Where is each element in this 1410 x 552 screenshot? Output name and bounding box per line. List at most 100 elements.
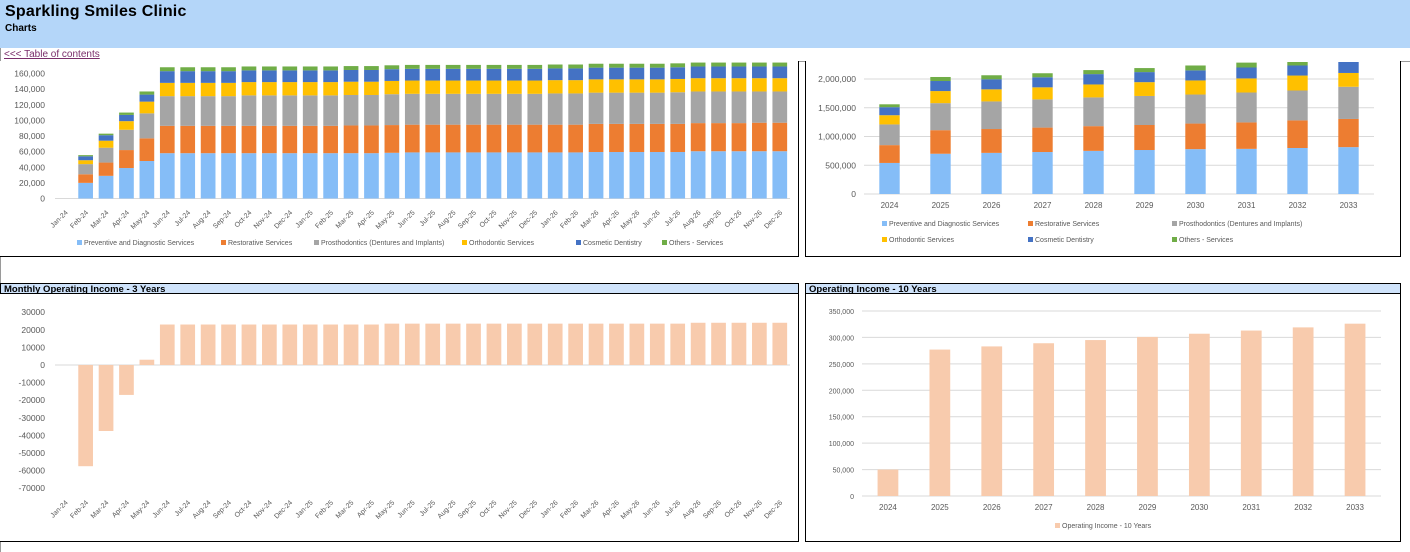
- x-tick-label: 2031: [1242, 503, 1260, 512]
- bar-cosmetic-dentistry: [262, 70, 277, 83]
- bar-orthodontic-services: [323, 82, 338, 96]
- x-tick-label: Apr-25: [356, 209, 376, 229]
- bar-orthodontic-services: [1338, 72, 1359, 87]
- x-tick-label: Apr-26: [601, 499, 621, 519]
- bar-prosthodontics-dentures-and-implants: [879, 124, 900, 146]
- bar-preventive-and-diagnostic-services: [78, 182, 93, 199]
- y-tick-label: -20000: [19, 395, 46, 405]
- bar-operating-income: [241, 324, 257, 365]
- x-tick-label: Nov-25: [498, 209, 519, 230]
- bar-preventive-and-diagnostic-services: [466, 152, 481, 199]
- x-tick-label: Jun-26: [642, 209, 662, 229]
- x-tick-label: Nov-26: [743, 209, 764, 230]
- y-tick-label: 140,000: [14, 84, 45, 94]
- monthly-operating-income-chart-panel[interactable]: -70000 -60000 -50000 -40000 -30000 -20000 -100…: [0, 294, 799, 542]
- bar-restorative-services: [1134, 125, 1155, 151]
- bar-orthodontic-services: [527, 80, 543, 94]
- bar-preventive-and-diagnostic-services: [507, 152, 522, 199]
- bar-others-services: [690, 62, 706, 67]
- bar-restorative-services: [711, 123, 726, 152]
- monthly-revenue-chart-panel[interactable]: 0 20,000 40,000 60,000 80,000 100,000 120,000 1…: [0, 61, 799, 257]
- bar-orthodontic-services: [425, 80, 441, 94]
- y-tick-label: -70000: [19, 483, 46, 493]
- bar-others-services: [159, 67, 175, 72]
- x-tick-label: Mar-26: [580, 499, 601, 520]
- bar-prosthodontics-dentures-and-implants: [262, 95, 277, 126]
- bar-others-services: [119, 112, 134, 115]
- bar-others-services: [323, 66, 338, 71]
- x-tick-label: Mar-26: [580, 209, 601, 230]
- bar-others-services: [302, 66, 318, 71]
- legend-label-prosthodontics-dentures-and-implants: Prosthodontics (Dentures and Implants): [321, 240, 444, 247]
- bar-preventive-and-diagnostic-services: [690, 151, 706, 199]
- bar-prosthodontics-dentures-and-implants: [731, 91, 747, 124]
- bar-prosthodontics-dentures-and-implants: [282, 95, 298, 126]
- x-tick-label: Sep-25: [457, 499, 478, 520]
- bar-orthodontic-services: [879, 115, 900, 125]
- x-tick-label: Aug-25: [437, 499, 458, 520]
- bar-others-services: [507, 64, 522, 69]
- bar-orthodontic-services: [1287, 75, 1308, 91]
- bar-others-services: [547, 64, 563, 69]
- bar-prosthodontics-dentures-and-implants: [384, 94, 400, 126]
- yearly-operating-income-title: Operating Income - 10 Years: [805, 283, 1401, 295]
- yearly-operating-income-chart-panel[interactable]: 0 50,000 100,000 150,000 200,000 250,000 300,0…: [805, 294, 1401, 542]
- bar-cosmetic-dentistry: [323, 70, 338, 83]
- bar-orthodontic-services: [119, 121, 134, 130]
- bar-prosthodontics-dentures-and-implants: [1083, 97, 1104, 127]
- bar-preventive-and-diagnostic-services: [981, 152, 1002, 194]
- bar-preventive-and-diagnostic-services: [1236, 148, 1257, 194]
- bar-others-services: [364, 66, 379, 70]
- legend-label-others-services: Others - Services: [669, 240, 724, 247]
- x-tick-label: Jan-26: [540, 209, 560, 229]
- bar-preventive-and-diagnostic-services: [98, 175, 114, 199]
- bar-operating-income: [343, 324, 359, 365]
- bar-restorative-services: [527, 124, 543, 153]
- bar-cosmetic-dentistry: [772, 66, 788, 79]
- bar-others-services: [98, 133, 114, 136]
- y-tick-label: 120,000: [14, 100, 45, 110]
- bar-cosmetic-dentistry: [343, 69, 359, 82]
- x-tick-label: Jun-25: [397, 499, 417, 519]
- x-tick-label: 2032: [1294, 503, 1312, 512]
- bar-prosthodontics-dentures-and-implants: [609, 92, 624, 124]
- bar-preventive-and-diagnostic-services: [609, 152, 624, 199]
- bar-operating-income-10-years: [1344, 323, 1366, 496]
- y-tick-label: 100,000: [829, 441, 854, 448]
- x-tick-label: Jul-25: [419, 209, 438, 228]
- bar-prosthodontics-dentures-and-implants: [1287, 90, 1308, 121]
- bar-others-services: [670, 63, 686, 68]
- legend-swatch-cosmetic-dentistry: [576, 240, 581, 245]
- yearly-revenue-chart-panel[interactable]: 0 500,000 1,000,000 1,500,000 2,000,000 2024 2…: [805, 61, 1401, 257]
- bar-operating-income-10-years: [1188, 333, 1210, 496]
- y-tick-label: 350,000: [829, 309, 854, 316]
- x-tick-label: Oct-24: [234, 209, 254, 229]
- x-tick-label: 2031: [1238, 201, 1256, 210]
- bar-preventive-and-diagnostic-services: [1083, 150, 1104, 194]
- bar-others-services: [711, 62, 726, 67]
- bar-restorative-services: [981, 129, 1002, 153]
- y-tick-label: 300,000: [829, 335, 854, 342]
- bar-preventive-and-diagnostic-services: [1287, 148, 1308, 194]
- bar-preventive-and-diagnostic-services: [1032, 152, 1053, 194]
- y-tick-label: -10000: [19, 378, 46, 388]
- x-tick-label: Jan-24: [50, 209, 70, 229]
- x-tick-label: Jul-24: [174, 499, 193, 518]
- bar-prosthodontics-dentures-and-implants: [1236, 92, 1257, 123]
- bar-operating-income-10-years: [1085, 340, 1106, 496]
- bar-operating-income-10-years: [877, 469, 899, 496]
- bar-restorative-services: [445, 124, 461, 153]
- y-tick-label: 150,000: [829, 415, 854, 422]
- bar-operating-income: [302, 324, 318, 365]
- bar-prosthodontics-dentures-and-implants: [1134, 95, 1155, 125]
- y-tick-label: 1,500,000: [818, 103, 856, 113]
- bar-prosthodontics-dentures-and-implants: [425, 93, 441, 125]
- bar-restorative-services: [200, 125, 216, 154]
- bar-operating-income: [98, 365, 114, 431]
- x-tick-label: Nov-24: [253, 499, 274, 520]
- table-of-contents-link[interactable]: <<< Table of contents: [4, 49, 100, 60]
- bar-operating-income: [466, 323, 481, 365]
- bar-cosmetic-dentistry: [752, 66, 767, 79]
- bar-others-services: [1032, 73, 1053, 78]
- x-tick-label: Oct-26: [724, 209, 744, 229]
